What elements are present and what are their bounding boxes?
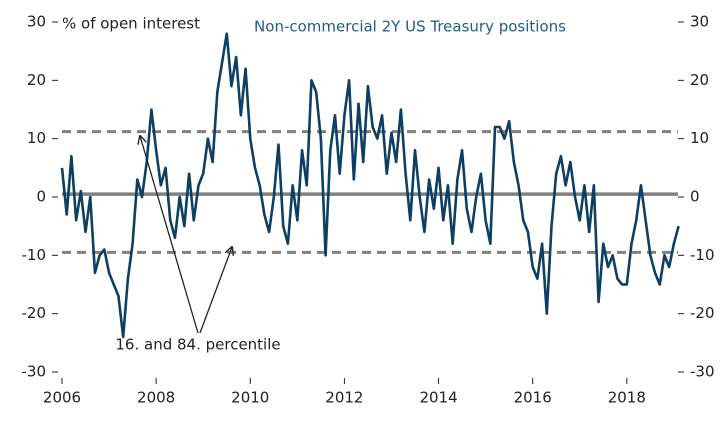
x-tick-label: 2018 — [608, 389, 646, 407]
annotation-arrow — [199, 247, 232, 334]
y-axis-label: % of open interest — [62, 15, 200, 33]
y2-tick-label: 0 — [690, 188, 700, 206]
data-line — [60, 32, 680, 339]
x-tick-label: 2016 — [514, 389, 552, 407]
y-tick-label: 20 — [27, 71, 46, 89]
y2-tick-label: -10 — [690, 246, 715, 264]
y-tick-label: -30 — [22, 363, 47, 381]
x-tick-label: 2012 — [325, 389, 363, 407]
x-tick-label: 2006 — [43, 389, 81, 407]
x-tick-label: 2014 — [419, 389, 457, 407]
y2-tick-label: 20 — [690, 71, 709, 89]
y-tick-label: 0 — [36, 188, 46, 206]
y2-tick-label: 30 — [690, 13, 709, 31]
y2-tick-label: -30 — [690, 363, 715, 381]
y2-tick-label: 10 — [690, 129, 709, 147]
y-tick-label: 30 — [27, 13, 46, 31]
y2-tick-label: -20 — [690, 304, 715, 322]
x-tick-label: 2010 — [231, 389, 269, 407]
annotation: 16. and 84. percentile — [115, 336, 280, 354]
y-tick-label: -10 — [22, 246, 47, 264]
annotation-arrow — [140, 136, 199, 334]
x-tick-label: 2008 — [137, 389, 175, 407]
chart-title: Non-commercial 2Y US Treasury positions — [254, 18, 566, 36]
y-tick-label: -20 — [22, 304, 47, 322]
y-tick-label: 10 — [27, 129, 46, 147]
